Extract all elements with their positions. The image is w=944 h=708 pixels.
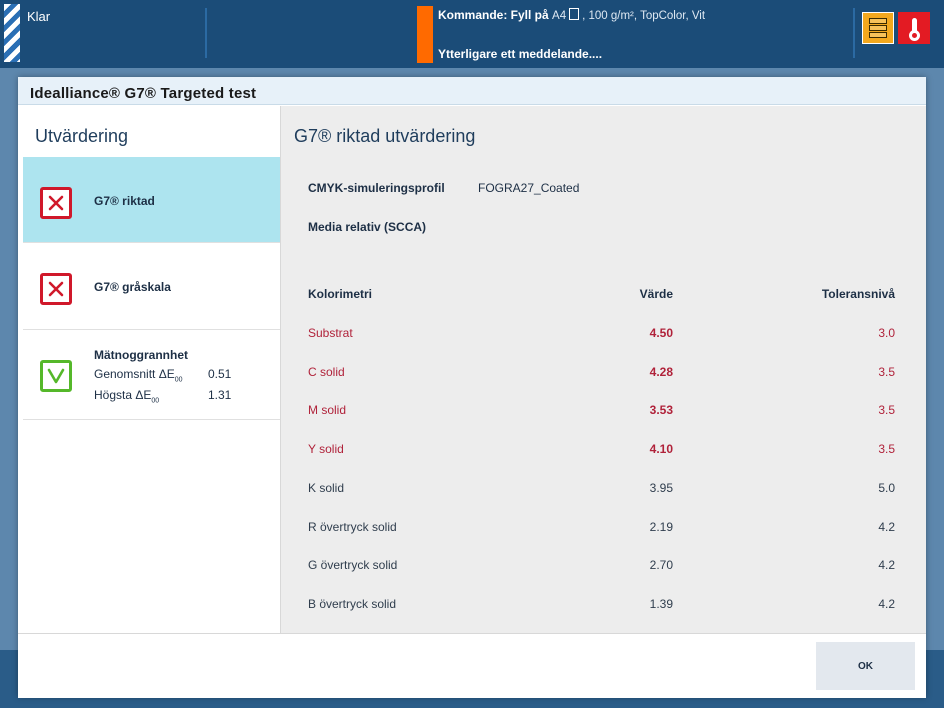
row-tolerance: 4.2 — [878, 519, 895, 534]
metric-sub: 00 — [151, 397, 160, 405]
metric-sub: 00 — [174, 376, 183, 384]
table-row: Substrat 4.50 3.0 — [281, 326, 926, 346]
row-name: C solid — [308, 364, 345, 379]
metric-label: Genomsnitt ΔE — [94, 367, 175, 381]
command-format: A4 — [552, 10, 567, 22]
row-value: 3.95 — [649, 480, 673, 495]
row-tolerance: 5.0 — [878, 480, 895, 495]
row-value: 3.53 — [649, 403, 673, 418]
max-delta-e-row: Högsta ΔE00 1.31 — [94, 388, 231, 405]
table-row: K solid 3.95 5.0 — [281, 481, 926, 501]
top-status-bar: Klar Kommande: Fyll på A4 , 100 g/m², Top… — [0, 0, 944, 68]
row-tolerance: 3.5 — [878, 403, 895, 418]
column-header-value: Värde — [639, 287, 673, 301]
divider — [205, 8, 207, 58]
dialog-footer: OK — [18, 633, 926, 698]
row-name: B övertryck solid — [308, 596, 397, 611]
metric-value: 1.31 — [208, 388, 232, 402]
row-name: Substrat — [308, 326, 353, 340]
evaluation-item-label: G7® riktad — [94, 194, 155, 208]
row-value: 4.50 — [649, 326, 673, 340]
detail-heading: G7® riktad utvärdering — [294, 126, 476, 146]
temperature-warning-icon[interactable] — [898, 12, 930, 44]
printer-status-stripes-icon — [4, 4, 20, 62]
row-value: 1.39 — [649, 596, 673, 611]
column-header-colorimetry: Kolorimetri — [308, 287, 373, 301]
row-value: 4.28 — [649, 364, 673, 379]
command-media: , 100 g/m², TopColor, Vit — [582, 10, 706, 22]
fail-x-icon — [40, 273, 72, 305]
dialog-title: Idealliance® G7® Targeted test — [30, 85, 257, 102]
column-header-tolerance: Toleransnivå — [821, 287, 895, 301]
row-tolerance: 3.5 — [878, 364, 895, 379]
evaluation-item-g7-grayscale[interactable]: G7® gråskala — [23, 243, 280, 330]
row-tolerance: 4.2 — [878, 558, 895, 573]
printer-status-text: Klar — [27, 9, 51, 24]
divider — [853, 8, 855, 58]
row-value: 4.10 — [649, 442, 673, 457]
upcoming-command-message[interactable]: Kommande: Fyll på A4 , 100 g/m², TopColor… — [438, 8, 705, 22]
metric-value: 0.51 — [208, 367, 232, 381]
row-tolerance: 3.5 — [878, 442, 895, 457]
paper-sheet-icon — [569, 8, 580, 20]
fail-x-icon — [40, 187, 72, 219]
table-row: R övertryck solid 2.19 4.2 — [281, 520, 926, 540]
table-row: Y solid 4.10 3.5 — [281, 442, 926, 462]
command-label: Kommande: Fyll på — [438, 8, 549, 22]
pass-check-icon — [40, 360, 72, 392]
row-name: Y solid — [308, 442, 344, 457]
row-name: G övertryck solid — [308, 558, 398, 573]
metric-label: Högsta ΔE — [94, 388, 152, 402]
row-value: 2.70 — [649, 558, 673, 573]
evaluation-heading: Utvärdering — [35, 126, 129, 146]
row-name: M solid — [308, 403, 347, 418]
evaluation-detail-panel: G7® riktad utvärdering CMYK-simuleringsp… — [281, 106, 926, 633]
evaluation-item-label: G7® gråskala — [94, 280, 171, 294]
table-row: M solid 3.53 3.5 — [281, 403, 926, 423]
average-delta-e-row: Genomsnitt ΔE00 0.51 — [94, 367, 231, 384]
row-name: R övertryck solid — [308, 519, 397, 534]
profile-value: FOGRA27_Coated — [478, 181, 580, 195]
profile-label: CMYK-simuleringsprofil — [308, 181, 445, 195]
table-row: C solid 4.28 3.5 — [281, 365, 926, 385]
row-value: 2.19 — [649, 519, 673, 534]
g7-test-dialog: Idealliance® G7® Targeted test Utvärderi… — [18, 77, 926, 698]
ok-button[interactable]: OK — [816, 642, 915, 690]
dialog-title-bar: Idealliance® G7® Targeted test — [18, 77, 926, 105]
table-row: G övertryck solid 2.70 4.2 — [281, 558, 926, 578]
alert-marker — [417, 6, 433, 63]
media-relative-label: Media relativ (SCCA) — [308, 220, 427, 234]
evaluation-item-label: Mätnoggrannhet — [94, 348, 188, 362]
machine-status-icon[interactable] — [862, 12, 894, 44]
table-row: B övertryck solid 1.39 4.2 — [281, 597, 926, 617]
row-name: K solid — [308, 480, 345, 495]
row-tolerance: 3.0 — [878, 326, 895, 340]
row-tolerance: 4.2 — [878, 596, 895, 611]
evaluation-item-g7-targeted[interactable]: G7® riktad — [23, 157, 280, 243]
more-messages-link[interactable]: Ytterligare ett meddelande.... — [438, 47, 603, 61]
evaluation-item-measurement-accuracy[interactable]: Mätnoggrannhet Genomsnitt ΔE00 0.51 Högs… — [23, 330, 280, 420]
evaluation-list-panel: Utvärdering G7® riktad G7® gråskala Mätn… — [23, 106, 281, 633]
